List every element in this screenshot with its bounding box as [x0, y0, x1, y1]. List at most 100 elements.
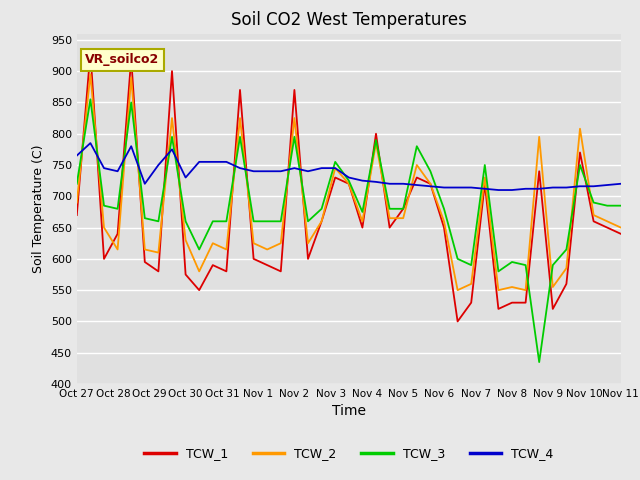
TCW_1 — [277, 268, 285, 274]
TCW_1 — [195, 287, 203, 293]
TCW_4 — [182, 175, 189, 180]
TCW_1 — [223, 268, 230, 274]
TCW_1 — [604, 225, 611, 230]
TCW_2 — [182, 237, 189, 243]
TCW_2 — [304, 240, 312, 246]
TCW_4 — [440, 185, 448, 191]
TCW_2 — [508, 284, 516, 290]
TCW_2 — [563, 265, 570, 271]
TCW_3 — [73, 181, 81, 187]
TCW_2 — [317, 218, 325, 224]
Title: Soil CO2 West Temperatures: Soil CO2 West Temperatures — [231, 11, 467, 29]
TCW_3 — [495, 268, 502, 274]
TCW_2 — [617, 225, 625, 230]
TCW_2 — [154, 250, 162, 255]
TCW_4 — [386, 181, 394, 187]
TCW_1 — [372, 131, 380, 137]
TCW_1 — [86, 49, 94, 55]
TCW_2 — [386, 216, 394, 221]
TCW_4 — [223, 159, 230, 165]
TCW_1 — [467, 300, 475, 306]
TCW_4 — [372, 179, 380, 185]
TCW_4 — [127, 144, 135, 149]
TCW_3 — [386, 206, 394, 212]
TCW_1 — [358, 225, 366, 230]
TCW_4 — [617, 181, 625, 187]
TCW_3 — [317, 206, 325, 212]
TCW_4 — [236, 165, 244, 171]
X-axis label: Time: Time — [332, 405, 366, 419]
Line: TCW_2: TCW_2 — [77, 74, 621, 290]
TCW_1 — [291, 87, 298, 93]
TCW_3 — [440, 206, 448, 212]
TCW_3 — [426, 168, 434, 174]
TCW_1 — [141, 259, 148, 265]
TCW_3 — [576, 162, 584, 168]
TCW_2 — [535, 134, 543, 140]
TCW_4 — [264, 168, 271, 174]
TCW_1 — [264, 262, 271, 268]
TCW_3 — [372, 137, 380, 143]
TCW_3 — [154, 218, 162, 224]
TCW_4 — [358, 178, 366, 183]
Line: TCW_3: TCW_3 — [77, 99, 621, 362]
TCW_1 — [481, 181, 489, 187]
TCW_4 — [86, 140, 94, 146]
Y-axis label: Soil Temperature (C): Soil Temperature (C) — [32, 144, 45, 273]
TCW_4 — [332, 165, 339, 171]
TCW_4 — [589, 183, 597, 189]
TCW_3 — [563, 247, 570, 252]
TCW_2 — [576, 126, 584, 132]
TCW_2 — [250, 240, 257, 246]
TCW_4 — [549, 185, 557, 191]
TCW_4 — [100, 165, 108, 171]
TCW_4 — [563, 185, 570, 191]
TCW_1 — [589, 218, 597, 224]
TCW_3 — [399, 206, 407, 212]
TCW_2 — [426, 181, 434, 187]
TCW_3 — [467, 262, 475, 268]
TCW_1 — [332, 175, 339, 180]
TCW_4 — [209, 159, 216, 165]
TCW_2 — [223, 247, 230, 252]
TCW_3 — [454, 256, 461, 262]
TCW_2 — [522, 287, 529, 293]
Line: TCW_1: TCW_1 — [77, 52, 621, 322]
TCW_1 — [563, 281, 570, 287]
TCW_2 — [372, 140, 380, 146]
TCW_1 — [317, 218, 325, 224]
TCW_3 — [589, 200, 597, 205]
TCW_2 — [604, 218, 611, 224]
TCW_2 — [195, 268, 203, 274]
TCW_3 — [86, 96, 94, 102]
TCW_1 — [454, 319, 461, 324]
TCW_3 — [304, 218, 312, 224]
TCW_3 — [358, 209, 366, 215]
TCW_4 — [426, 183, 434, 189]
TCW_4 — [195, 159, 203, 165]
TCW_3 — [508, 259, 516, 265]
TCW_3 — [223, 218, 230, 224]
TCW_2 — [100, 225, 108, 230]
TCW_1 — [250, 256, 257, 262]
TCW_4 — [154, 162, 162, 168]
TCW_3 — [617, 203, 625, 208]
TCW_1 — [413, 175, 420, 180]
TCW_2 — [114, 247, 122, 252]
TCW_4 — [399, 181, 407, 187]
TCW_4 — [481, 186, 489, 192]
Text: VR_soilco2: VR_soilco2 — [85, 53, 159, 66]
TCW_2 — [332, 165, 339, 171]
TCW_3 — [604, 203, 611, 208]
TCW_2 — [141, 247, 148, 252]
TCW_3 — [250, 218, 257, 224]
TCW_3 — [549, 262, 557, 268]
TCW_3 — [209, 218, 216, 224]
TCW_2 — [73, 200, 81, 205]
TCW_1 — [426, 181, 434, 187]
TCW_4 — [304, 168, 312, 174]
TCW_3 — [277, 218, 285, 224]
TCW_4 — [317, 165, 325, 171]
TCW_1 — [522, 300, 529, 306]
TCW_4 — [508, 187, 516, 193]
